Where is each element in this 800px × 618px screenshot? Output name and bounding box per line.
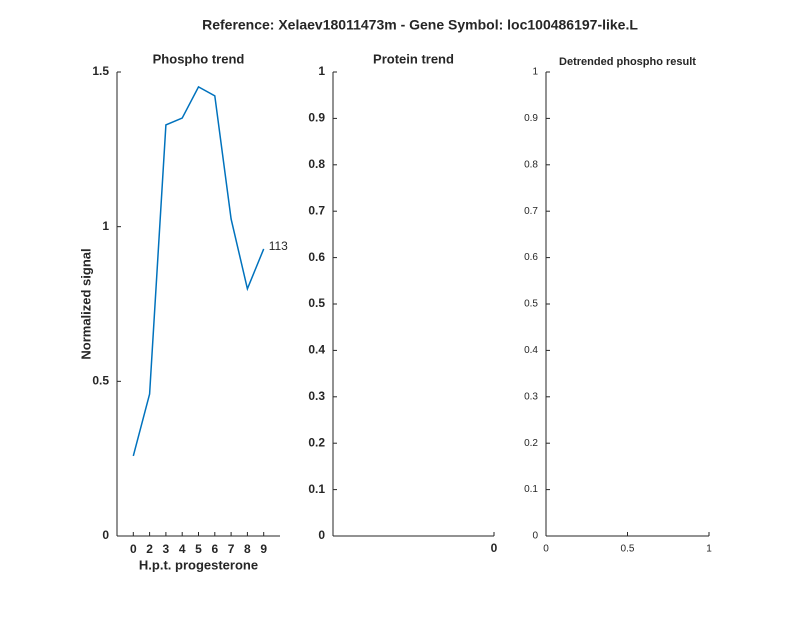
y-tick-label: 0.8 [308, 157, 325, 171]
y-tick-label: 1.5 [92, 64, 109, 78]
x-tick-label: 0 [491, 541, 498, 555]
y-tick-label: 0 [318, 528, 325, 542]
y-tick-label: 0.2 [524, 438, 538, 449]
y-tick-label: 0.5 [92, 374, 109, 388]
y-tick-label: 0.4 [524, 345, 538, 356]
chart-title: Phospho trend [153, 51, 245, 66]
x-tick-label: 8 [244, 542, 251, 556]
x-tick-label: 0 [543, 544, 549, 555]
data-line [132, 85, 265, 457]
x-tick-label: 0 [130, 542, 137, 556]
x-tick-label: 3 [163, 542, 170, 556]
x-tick-label: 9 [260, 542, 267, 556]
y-tick-label: 0.3 [308, 389, 325, 403]
x-tick-label: 1 [706, 544, 712, 555]
y-tick-label: 0 [532, 531, 538, 542]
annotation: 113 [269, 239, 288, 253]
y-tick-label: 0.9 [524, 113, 538, 124]
x-tick-label: 7 [228, 542, 235, 556]
y-tick-label: 0.3 [524, 391, 538, 402]
y-tick-label: 0.6 [308, 250, 325, 264]
y-tick-label: 0.1 [308, 482, 325, 496]
x-axis-label: H.p.t. progesterone [139, 557, 258, 572]
x-tick-label: 0.5 [621, 544, 635, 555]
y-tick-label: 0.8 [524, 159, 538, 170]
y-tick-label: 0 [102, 528, 109, 542]
y-tick-label: 1 [102, 219, 109, 233]
y-tick-label: 0.1 [524, 484, 538, 495]
y-tick-label: 1 [318, 64, 325, 78]
y-tick-label: 0.4 [308, 343, 325, 357]
y-tick-label: 0.5 [308, 296, 325, 310]
y-tick-label: 0.2 [308, 435, 325, 449]
chart-title: Detrended phospho result [559, 56, 696, 68]
y-tick-label: 0.9 [308, 111, 325, 125]
y-tick-label: 0.7 [308, 203, 325, 217]
y-tick-label: 0.5 [524, 299, 538, 310]
y-tick-label: 1 [532, 67, 538, 78]
x-tick-label: 6 [211, 542, 218, 556]
y-tick-label: 0.7 [524, 206, 538, 217]
x-tick-label: 2 [146, 542, 153, 556]
figure-title: Reference: Xelaev18011473m - Gene Symbol… [202, 17, 638, 33]
y-tick-label: 0.6 [524, 252, 538, 263]
y-axis-label: Normalized signal [78, 248, 93, 359]
x-tick-label: 4 [179, 542, 186, 556]
chart-title: Protein trend [373, 51, 454, 66]
x-tick-label: 5 [195, 542, 202, 556]
